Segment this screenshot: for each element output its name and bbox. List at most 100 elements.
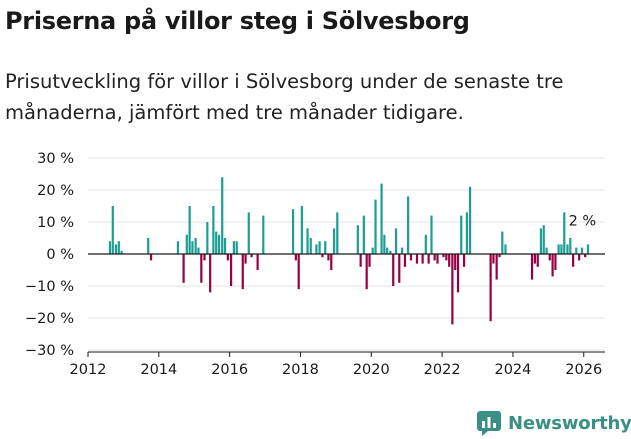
y-tick-label: 30 %	[37, 151, 74, 167]
bar	[217, 234, 221, 254]
bar	[108, 241, 112, 254]
y-tick-label: 10 %	[37, 215, 74, 231]
bar	[206, 222, 209, 254]
bar	[209, 254, 212, 293]
bar	[371, 247, 374, 254]
bar	[501, 231, 504, 254]
bar	[436, 254, 439, 264]
bar	[200, 254, 203, 283]
x-tick-label: 2012	[70, 362, 107, 378]
bar	[557, 244, 560, 254]
bar	[492, 254, 495, 264]
bar	[356, 225, 359, 254]
bar	[539, 228, 543, 254]
bar	[365, 254, 368, 290]
bar	[465, 212, 468, 254]
bar	[315, 244, 318, 254]
bar	[433, 254, 436, 261]
bar	[244, 254, 247, 264]
bar	[262, 215, 265, 254]
x-tick-label: 2024	[494, 362, 531, 378]
bar	[235, 241, 238, 254]
x-tick-label: 2018	[282, 362, 319, 378]
bar	[250, 254, 253, 258]
bar	[294, 254, 297, 261]
bar	[223, 238, 227, 254]
x-tick-label: 2022	[424, 362, 461, 378]
bar	[533, 254, 536, 264]
bar	[149, 254, 153, 261]
bar	[185, 234, 188, 254]
bar	[536, 254, 539, 267]
y-tick-label: 20 %	[37, 183, 74, 199]
annotation-label: 2 %	[569, 214, 597, 230]
bar	[409, 254, 413, 261]
gridlines	[88, 157, 605, 351]
bar	[203, 254, 206, 261]
bar	[111, 206, 114, 254]
annotation: 2 %	[569, 214, 597, 230]
bar	[336, 212, 339, 254]
bar	[330, 254, 333, 270]
bar	[374, 199, 377, 254]
bar	[327, 254, 330, 261]
bar	[545, 247, 548, 254]
bar	[448, 254, 451, 267]
bar	[548, 254, 551, 261]
bar	[389, 250, 392, 254]
bar	[566, 244, 569, 254]
bar	[306, 228, 309, 254]
bar	[504, 244, 507, 254]
bar	[117, 241, 120, 254]
bar	[212, 206, 215, 254]
bar	[182, 254, 185, 283]
bar	[442, 254, 445, 258]
x-tick-label: 2020	[353, 362, 390, 378]
bar	[427, 254, 430, 264]
bar	[495, 254, 498, 280]
bar	[191, 241, 194, 254]
bar	[401, 247, 404, 254]
bar	[362, 215, 365, 254]
bar	[394, 228, 398, 254]
bar	[197, 247, 200, 254]
bar	[324, 241, 327, 254]
bar	[309, 238, 312, 254]
bar	[468, 186, 472, 254]
x-tick-label: 2026	[565, 362, 602, 378]
y-axis-labels: 30 % 20 % 10 % 0 % −10 % −20 % −30 %	[25, 151, 74, 359]
x-tick-label: 2014	[140, 362, 177, 378]
bar	[120, 250, 123, 254]
bar	[380, 183, 383, 254]
bar	[386, 247, 389, 254]
bar	[241, 254, 244, 290]
bar	[114, 244, 118, 254]
bar	[398, 254, 401, 283]
bar	[462, 254, 466, 267]
bar	[300, 206, 303, 254]
bar	[578, 254, 581, 261]
y-tick-label: 0 %	[46, 247, 74, 263]
newsworthy-logo: Newsworthy	[476, 409, 631, 437]
x-axis: 2012 2014 2016 2018 2020 2022 2024 2026	[70, 351, 605, 378]
bar	[542, 225, 545, 254]
bar	[498, 254, 501, 258]
x-tick-label: 2016	[211, 362, 248, 378]
bar	[580, 247, 584, 254]
bar	[229, 254, 233, 286]
bar	[584, 254, 587, 258]
bar	[318, 241, 321, 254]
y-tick-label: −10 %	[25, 279, 74, 295]
y-tick-label: −20 %	[25, 311, 74, 327]
bar	[563, 212, 566, 254]
bar	[407, 196, 410, 254]
bar	[445, 254, 448, 261]
bar	[551, 254, 554, 277]
bar	[586, 244, 590, 254]
bar	[147, 238, 150, 254]
bar	[554, 254, 557, 270]
bar	[454, 254, 457, 270]
bar	[383, 234, 386, 254]
bar	[321, 254, 324, 258]
bar	[221, 177, 224, 254]
